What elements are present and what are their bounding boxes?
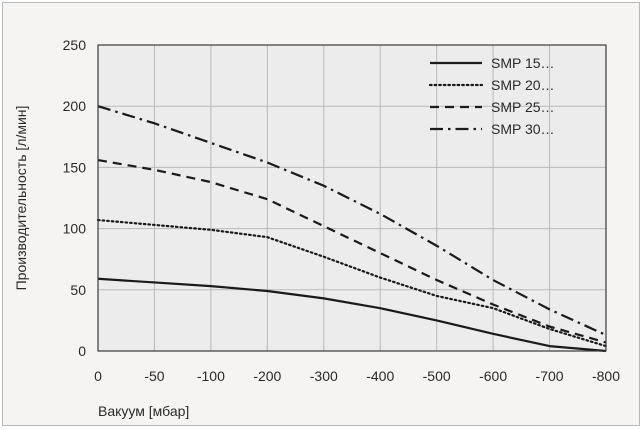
plot-area bbox=[98, 45, 606, 351]
legend-label-1: SMP 15… bbox=[491, 55, 555, 71]
x-tick-label: -600 bbox=[479, 368, 507, 384]
x-tick-label: -500 bbox=[423, 368, 451, 384]
x-tick-labels: 0 -50 -100 -200 -300 -400 -500 -600 -700 -800 bbox=[94, 368, 620, 384]
y-tick-label: 100 bbox=[63, 221, 87, 237]
x-tick-label: -50 bbox=[144, 368, 164, 384]
series-line-1 bbox=[97, 277, 607, 353]
y-axis-label: Производительность [л/мин] bbox=[13, 106, 29, 291]
series-line-4 bbox=[97, 105, 607, 337]
x-tick-label: 0 bbox=[94, 368, 102, 384]
x-tick-label: -800 bbox=[592, 368, 620, 384]
y-tick-label: 0 bbox=[78, 343, 86, 359]
plot-border bbox=[97, 44, 607, 352]
grid bbox=[98, 45, 606, 351]
x-tick-label: -700 bbox=[536, 368, 564, 384]
x-tick-label: -300 bbox=[310, 368, 338, 384]
y-tick-label: 200 bbox=[63, 98, 87, 114]
x-tick-label: -200 bbox=[253, 368, 281, 384]
x-tick-label: -100 bbox=[197, 368, 225, 384]
series-line-3 bbox=[97, 158, 607, 344]
legend-label-3: SMP 25… bbox=[491, 99, 555, 115]
y-tick-labels: 0 50 100 150 200 250 bbox=[63, 37, 87, 359]
y-tick-label: 50 bbox=[70, 282, 86, 298]
x-tick-label: -400 bbox=[366, 368, 394, 384]
legend-label-4: SMP 30… bbox=[491, 121, 555, 137]
y-tick-label: 150 bbox=[63, 159, 87, 175]
series-line-2 bbox=[96, 218, 608, 348]
y-tick-label: 250 bbox=[63, 37, 87, 53]
legend-label-2: SMP 20… bbox=[491, 77, 555, 93]
legend: SMP 15… SMP 20… SMP 25… SMP 30… bbox=[428, 55, 555, 137]
x-axis-label: Вакуум [мбар] bbox=[98, 403, 189, 419]
series-layer bbox=[96, 105, 608, 353]
